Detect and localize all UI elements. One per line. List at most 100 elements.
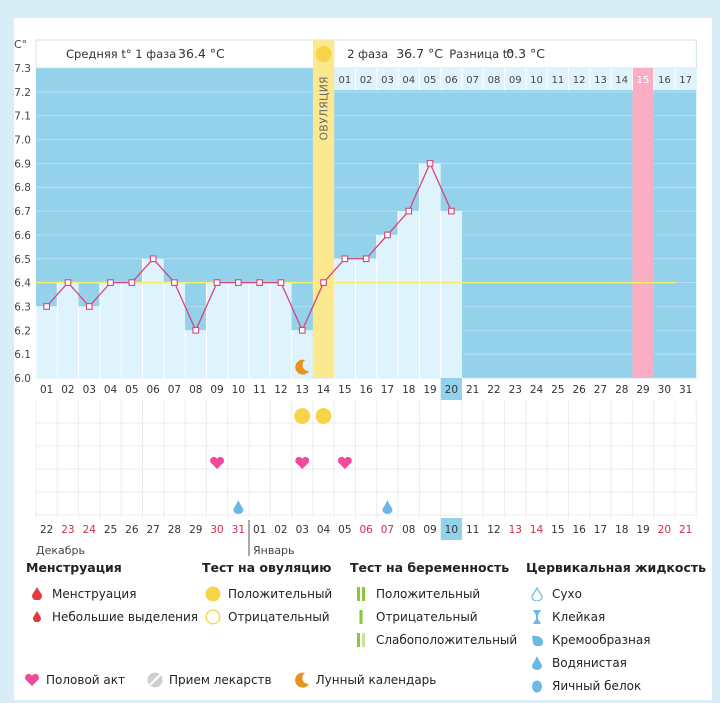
temp-point (64, 279, 72, 286)
y-tick-label: 36.2 (14, 325, 31, 337)
temp-bar (227, 282, 249, 378)
lower-date-label: 09 (423, 524, 436, 536)
temp-bar (419, 163, 441, 378)
cycle-day-highlight (632, 68, 654, 90)
small-drop-icon (26, 611, 48, 622)
legend-cervical-title: Цервикальная жидкость (526, 560, 707, 575)
temp-bar (36, 306, 58, 378)
moon-icon (295, 359, 310, 375)
cycle-day-label: 03 (381, 75, 394, 86)
lower-date-label: 01 (253, 524, 266, 536)
temp-bar (270, 282, 292, 378)
pill-icon (147, 672, 163, 688)
temp-bar (249, 282, 271, 378)
date-label: 09 (210, 384, 223, 396)
date-label: 27 (594, 384, 607, 396)
temp-bar (121, 282, 143, 378)
y-tick-label: 36.7 (14, 206, 31, 218)
y-axis-label: C° (14, 38, 27, 51)
phase2-value: 36.7 °C (396, 46, 443, 61)
lower-date-label: 27 (146, 524, 159, 536)
date-label: 15 (338, 384, 351, 396)
cycle-day-label: 17 (679, 75, 692, 86)
temp-point (85, 303, 93, 310)
cycle-day-label: 04 (402, 75, 415, 86)
legend-medication: Прием лекарств (169, 673, 272, 687)
phase2-label: 2 фаза (347, 47, 388, 61)
legend-cervical-fluid: Цервикальная жидкость Сухо Клейкая Кремо… (526, 560, 706, 697)
cycle-day-label: 07 (466, 75, 479, 86)
lower-date-label: 14 (530, 524, 544, 536)
cycle-days-row (334, 68, 697, 90)
bbt-chart: Средняя t° 1 фаза 36.4 °C 2 фаза 36.7 °C Раз… (14, 38, 697, 557)
legend-menstruation: Менструация Менструация Небольшие выделе… (26, 560, 198, 628)
date-label: 20 (445, 384, 458, 396)
temp-bar (376, 234, 399, 378)
date-label: 03 (83, 384, 96, 396)
watery-drop-icon (526, 655, 548, 670)
lower-date-label: 02 (274, 524, 287, 536)
legend-ovulation-title: Тест на овуляцию (202, 560, 332, 575)
cycle-day-label: 12 (573, 75, 586, 86)
date-label: 10 (232, 384, 245, 396)
date-label: 26 (572, 384, 586, 396)
date-label: 14 (317, 384, 331, 396)
phase1-value: 36.4 °C (178, 46, 225, 61)
temp-point (320, 279, 327, 286)
legend-cervical-eggwhite: Яичный белок (552, 678, 642, 693)
legend-menstruation-title: Менструация (26, 560, 122, 575)
temp-bar (185, 330, 207, 378)
legend-ovulation-positive: Положительный (228, 586, 333, 601)
temp-point (149, 255, 157, 263)
legend-pregnancy-test: Тест на беременность Положительный Отриц… (350, 560, 517, 651)
date-label: 19 (423, 384, 436, 396)
month-left: Декабрь (36, 544, 85, 557)
y-tick-label: 36.6 (14, 230, 31, 242)
chart-card: Средняя t° 1 фаза 36.4 °C 2 фаза 36.7 °C Раз… (14, 18, 712, 700)
legend-spotting-item: Небольшие выделения (52, 609, 199, 624)
temp-point (362, 255, 370, 263)
yellow-circle-icon (202, 586, 224, 602)
date-label: 21 (466, 384, 479, 396)
temp-point (128, 279, 136, 286)
temp-point (192, 326, 200, 334)
lower-date-label: 30 (210, 524, 223, 536)
phase1-label: Средняя t° 1 фаза (66, 47, 176, 61)
legend-cervical-sticky: Клейкая (552, 609, 606, 624)
legend-menstruation-item: Менструация (52, 586, 137, 601)
date-label: 08 (189, 384, 202, 396)
legend-pregnancy-title: Тест на беременность (350, 560, 510, 575)
legend-intercourse: Половой акт (46, 673, 125, 687)
temp-bar (398, 211, 420, 378)
sticky-icon (526, 609, 548, 624)
cycle-day-label: 10 (530, 75, 543, 86)
temp-bar (440, 211, 462, 378)
lower-date-label: 16 (572, 524, 586, 536)
cycle-day-label: 08 (488, 75, 501, 86)
lower-date-label: 06 (359, 524, 373, 536)
cycle-day-label: 02 (360, 75, 373, 86)
moon-icon (294, 672, 310, 688)
date-label: 05 (125, 384, 138, 396)
lower-date-label: 22 (40, 524, 53, 536)
lower-date-label: 26 (125, 524, 139, 536)
date-label: 13 (296, 384, 309, 396)
month-right: Январь (253, 544, 295, 557)
y-tick-label: 36.1 (14, 349, 31, 361)
lower-date-label: 04 (317, 524, 331, 536)
lower-date-label: 28 (168, 524, 181, 536)
lower-date-label: 25 (104, 524, 117, 536)
temperature-line (46, 161, 452, 332)
temp-bar (78, 306, 100, 378)
date-label: 22 (487, 384, 500, 396)
one-line-icon (350, 609, 372, 624)
fluid-drop-marker (233, 500, 244, 514)
today-marker-lower (440, 518, 462, 540)
date-label: 24 (530, 384, 544, 396)
temp-point (43, 303, 51, 310)
y-tick-label: 36.5 (14, 254, 31, 266)
temp-point (213, 279, 221, 286)
legend-ovulation-negative: Отрицательный (228, 609, 330, 624)
lower-date-label: 15 (551, 524, 564, 536)
legend-pregnancy-positive: Положительный (376, 586, 481, 601)
